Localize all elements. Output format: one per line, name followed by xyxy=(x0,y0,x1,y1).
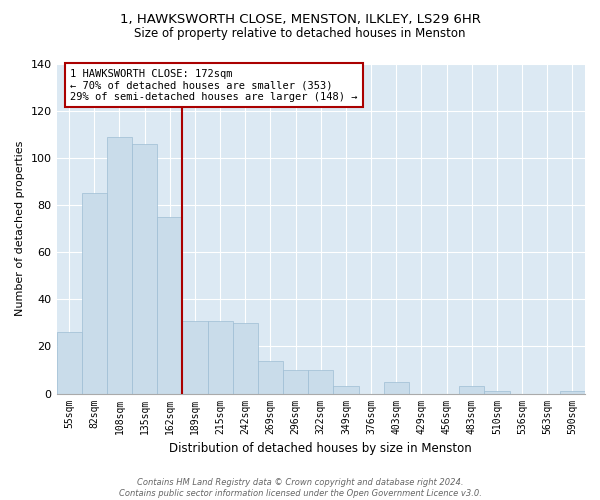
Bar xyxy=(258,360,283,394)
Bar xyxy=(182,320,208,394)
Bar xyxy=(208,320,233,394)
Bar xyxy=(308,370,334,394)
Bar xyxy=(283,370,308,394)
Y-axis label: Number of detached properties: Number of detached properties xyxy=(15,141,25,316)
Bar xyxy=(334,386,359,394)
Bar xyxy=(107,137,132,394)
X-axis label: Distribution of detached houses by size in Menston: Distribution of detached houses by size … xyxy=(169,442,472,455)
Text: Size of property relative to detached houses in Menston: Size of property relative to detached ho… xyxy=(134,28,466,40)
Bar xyxy=(560,391,585,394)
Bar xyxy=(82,194,107,394)
Text: Contains HM Land Registry data © Crown copyright and database right 2024.
Contai: Contains HM Land Registry data © Crown c… xyxy=(119,478,481,498)
Text: 1, HAWKSWORTH CLOSE, MENSTON, ILKLEY, LS29 6HR: 1, HAWKSWORTH CLOSE, MENSTON, ILKLEY, LS… xyxy=(119,12,481,26)
Bar xyxy=(233,323,258,394)
Bar xyxy=(56,332,82,394)
Text: 1 HAWKSWORTH CLOSE: 172sqm
← 70% of detached houses are smaller (353)
29% of sem: 1 HAWKSWORTH CLOSE: 172sqm ← 70% of deta… xyxy=(70,68,358,102)
Bar xyxy=(459,386,484,394)
Bar xyxy=(157,217,182,394)
Bar xyxy=(132,144,157,394)
Bar xyxy=(383,382,409,394)
Bar xyxy=(484,391,509,394)
